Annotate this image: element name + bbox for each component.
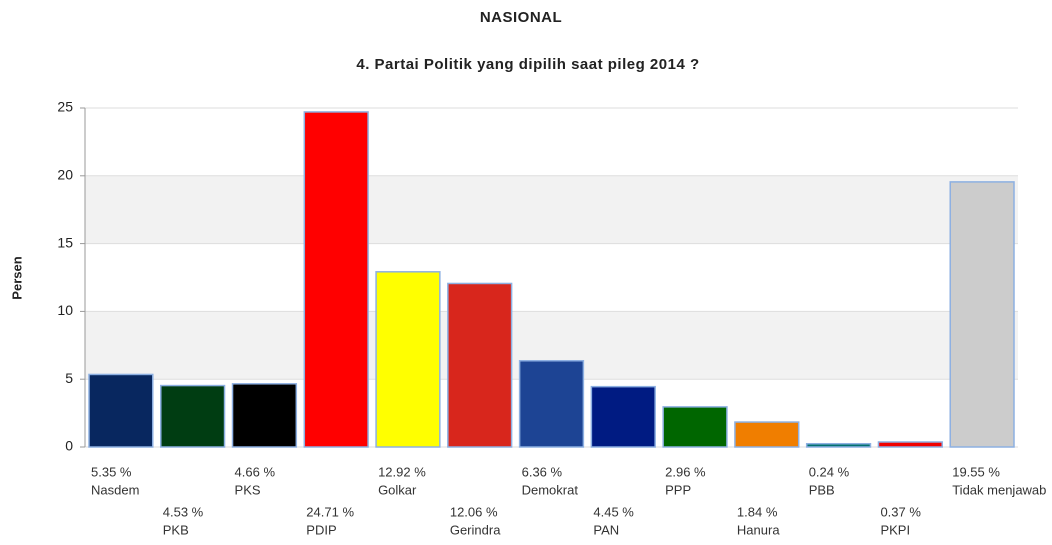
y-tick-label: 10 [57,302,73,318]
chart-title: NASIONAL [480,9,562,26]
value-label: 6.36 % [522,464,563,479]
value-label: 0.24 % [809,464,850,479]
bar [88,373,154,448]
x-tick-label: PKS [235,482,261,497]
y-tick-label: 5 [65,370,73,386]
bar [805,442,872,448]
bar [447,282,513,448]
value-label: 4.66 % [235,464,276,479]
bar [734,421,800,448]
bar [160,384,226,448]
x-tick-label: Golkar [378,482,417,497]
y-tick-label: 20 [57,167,73,183]
value-label: 12.06 % [450,504,498,519]
value-label: 1.84 % [737,504,778,519]
bar [590,385,656,448]
bar [303,111,369,448]
bar [662,406,728,448]
value-label: 24.71 % [306,504,354,519]
value-label: 4.53 % [163,504,204,519]
bar [949,181,1015,448]
value-label: 0.37 % [880,504,921,519]
x-tick-label: PBB [809,482,835,497]
value-label: 4.45 % [593,504,634,519]
x-tick-label: Tidak menjawab [952,482,1046,497]
x-tick-label: PAN [593,522,619,537]
x-tick-label: Gerindra [450,522,501,537]
x-tick-label: PPP [665,482,691,497]
bar [231,383,298,448]
y-tick-label: 25 [57,99,73,115]
value-label: 19.55 % [952,464,1000,479]
x-tick-label: Hanura [737,522,780,537]
value-label: 5.35 % [91,464,132,479]
x-tick-label: PKB [163,522,189,537]
value-label: 2.96 % [665,464,706,479]
chart-subtitle: 4. Partai Politik yang dipilih saat pile… [356,56,699,73]
value-label: 12.92 % [378,464,426,479]
bar [375,271,441,448]
grid-band [85,175,1018,244]
x-tick-label: Demokrat [522,482,579,497]
y-axis-label: Persen [9,256,24,299]
bar [877,441,943,448]
x-tick-label: PDIP [306,522,336,537]
y-tick-label: 15 [57,234,73,250]
x-tick-label: PKPI [880,522,910,537]
bar [518,360,585,448]
y-tick-label: 0 [65,438,73,454]
x-tick-label: Nasdem [91,482,139,497]
